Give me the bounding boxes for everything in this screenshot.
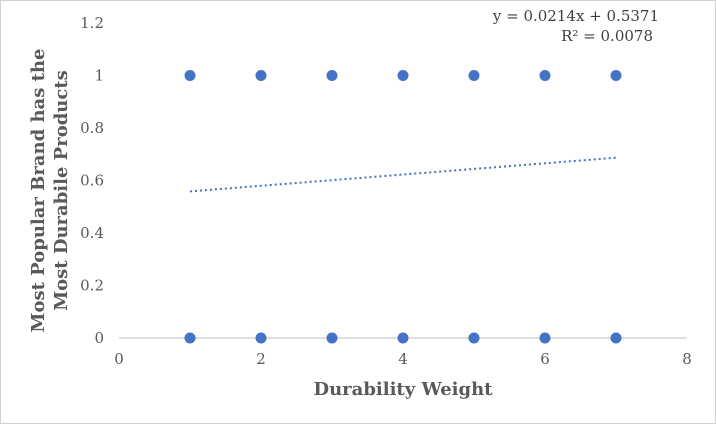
x-axis-title: Durability Weight	[313, 379, 493, 400]
x-tick-label: 6	[540, 350, 550, 368]
y-tick-label: 0.2	[80, 277, 104, 295]
y-tick-label: 1	[94, 67, 104, 85]
data-point	[397, 332, 409, 344]
y-tick-label: 0.6	[80, 172, 104, 190]
data-point	[610, 70, 622, 81]
y-axis-title: Most Popular Brand has the Most Durabile…	[28, 49, 72, 333]
data-point	[255, 70, 267, 81]
data-point	[468, 332, 480, 344]
data-point	[539, 70, 551, 81]
x-tick-label: 4	[398, 350, 408, 368]
y-axis-title-line-2: Most Durabile Products	[51, 70, 72, 311]
x-tick-labels: 0 2 4 6 8	[114, 350, 692, 368]
data-point	[184, 70, 196, 81]
data-points	[184, 70, 622, 344]
data-point	[610, 332, 622, 344]
trendline	[189, 156, 617, 193]
data-point	[468, 70, 480, 81]
y-tick-label: 0	[94, 329, 104, 347]
x-tick-label: 2	[256, 350, 266, 368]
data-point	[184, 332, 196, 344]
data-point	[326, 70, 338, 81]
trendline-r-squared: R² = 0.0078	[561, 27, 653, 45]
y-tick-label: 0.4	[80, 224, 104, 242]
y-tick-label: 0.8	[80, 119, 104, 137]
data-point	[539, 332, 551, 344]
y-tick-labels: 0 0.2 0.4 0.6 0.8 1 1.2	[80, 14, 104, 347]
data-point	[326, 332, 338, 344]
x-tick-label: 0	[114, 350, 124, 368]
y-axis-title-line-1: Most Popular Brand has the	[28, 49, 49, 333]
data-point	[255, 332, 267, 344]
trendline-equation: y = 0.0214x + 0.5371	[492, 7, 659, 25]
data-point	[397, 70, 409, 81]
y-tick-label: 1.2	[80, 14, 104, 32]
x-tick-label: 8	[682, 350, 692, 368]
